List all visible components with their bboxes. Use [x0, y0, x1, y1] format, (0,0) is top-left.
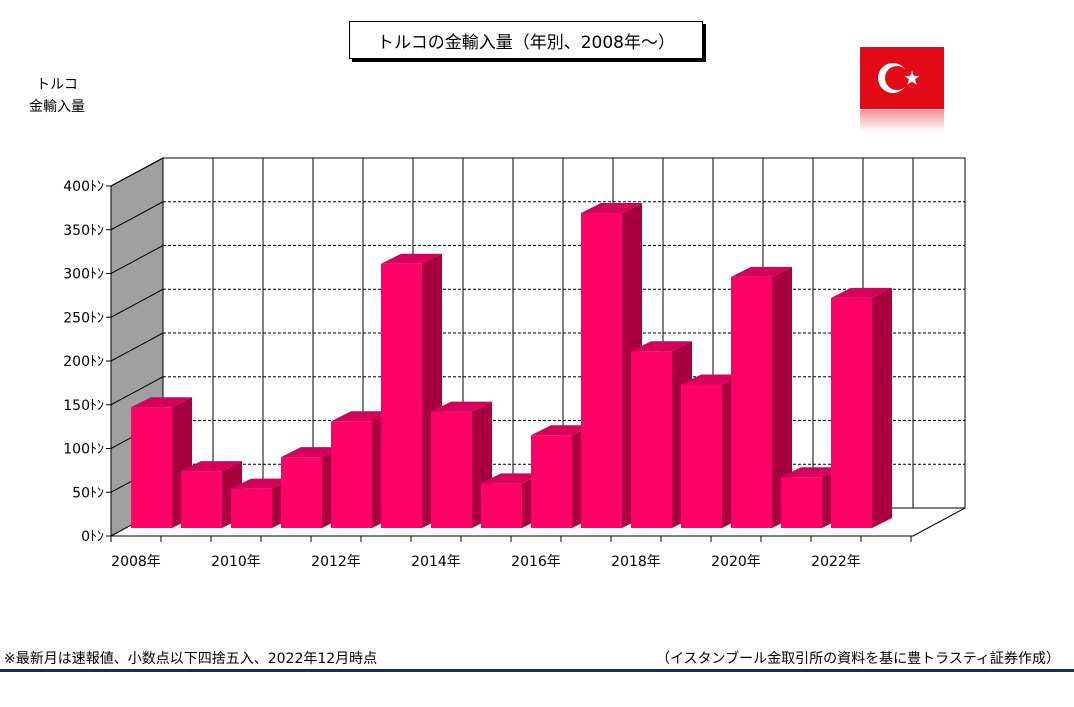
- bar-2021年: [781, 477, 822, 528]
- bar-2010年-top: [231, 478, 292, 489]
- wall-gridline: [110, 332, 164, 362]
- y-tick-label: 250ﾄﾝ: [63, 310, 104, 326]
- bar-2015年-top: [481, 473, 542, 484]
- wall-gridline: [110, 201, 164, 231]
- y-axis-label: トルコ 金輸入量: [14, 74, 100, 118]
- bar-2020年-side: [772, 266, 792, 528]
- bar-2017年: [581, 213, 622, 528]
- bar-2020年: [731, 276, 772, 528]
- bar-2017年-top: [581, 203, 642, 213]
- x-tick-label: 2014年: [411, 554, 461, 570]
- x-tick-label: 2012年: [311, 554, 361, 570]
- y-axis-label-line1: トルコ: [36, 77, 78, 93]
- bar-2008年: [131, 407, 172, 528]
- bar-2011年: [281, 457, 322, 528]
- bar-2022年-top: [831, 287, 892, 298]
- x-tick-label: 2020年: [711, 554, 761, 570]
- footer-divider: [0, 669, 1074, 672]
- y-tick-label: 200ﾄﾝ: [63, 354, 104, 370]
- bar-2018年: [631, 351, 672, 528]
- bar-2013年-top: [381, 253, 442, 264]
- y-tick-label: 400ﾄﾝ: [63, 179, 104, 195]
- chart-title: トルコの金輸入量（年別、2008年～）: [349, 21, 703, 59]
- bar-2016年-top: [531, 425, 592, 436]
- y-tick-label: 300ﾄﾝ: [63, 267, 104, 283]
- bar-2021年-top: [781, 467, 842, 478]
- bar-2009年: [181, 471, 222, 528]
- flag-reflection: [860, 110, 944, 132]
- x-tick-label: 2018年: [611, 554, 661, 570]
- bar-2009年-top: [181, 461, 242, 472]
- y-tick-label: 50ﾄﾝ: [72, 485, 104, 501]
- wall-gridline: [110, 245, 164, 274]
- bar-2013年: [381, 263, 422, 528]
- bar-2022年-side: [872, 287, 892, 528]
- y-axis-label-line2: 金輸入量: [29, 99, 85, 115]
- y-tick-label: 350ﾄﾝ: [63, 223, 104, 239]
- wall-gridline: [110, 157, 164, 187]
- footnote: ※最新月は速報値、小数点以下四捨五入、2022年12月時点: [4, 651, 378, 667]
- bar-2019年-top: [681, 374, 742, 385]
- x-tick-label: 2010年: [211, 554, 261, 570]
- bar-2012年: [331, 421, 372, 528]
- source-note: （イスタンブール金取引所の資料を基に豊トラスティ証券作成）: [655, 651, 1060, 667]
- x-tick-label: 2016年: [511, 554, 561, 570]
- wall-gridline: [110, 288, 164, 318]
- y-tick-label: 150ﾄﾝ: [63, 398, 104, 414]
- bar-2018年-top: [631, 341, 692, 352]
- bar-2016年: [531, 435, 572, 528]
- bar-2011年-top: [281, 447, 342, 458]
- y-tick-label: 100ﾄﾝ: [63, 442, 104, 458]
- x-tick-label: 2008年: [111, 554, 161, 570]
- bar-2015年: [481, 483, 522, 528]
- wall-gridline: [110, 376, 164, 406]
- turkey-flag-icon: [860, 47, 944, 109]
- bar-2012年-top: [331, 411, 392, 422]
- bar-2022年: [831, 297, 872, 528]
- x-tick-label: 2022年: [811, 554, 861, 570]
- bar-2008年-top: [131, 397, 192, 408]
- bar-2020年-top: [731, 266, 792, 277]
- bar-2019年: [681, 384, 722, 528]
- y-tick-label: 0ﾄﾝ: [81, 529, 104, 545]
- bar-2014年-top: [431, 401, 492, 412]
- bar-2010年: [231, 488, 272, 528]
- bar-2014年: [431, 411, 472, 528]
